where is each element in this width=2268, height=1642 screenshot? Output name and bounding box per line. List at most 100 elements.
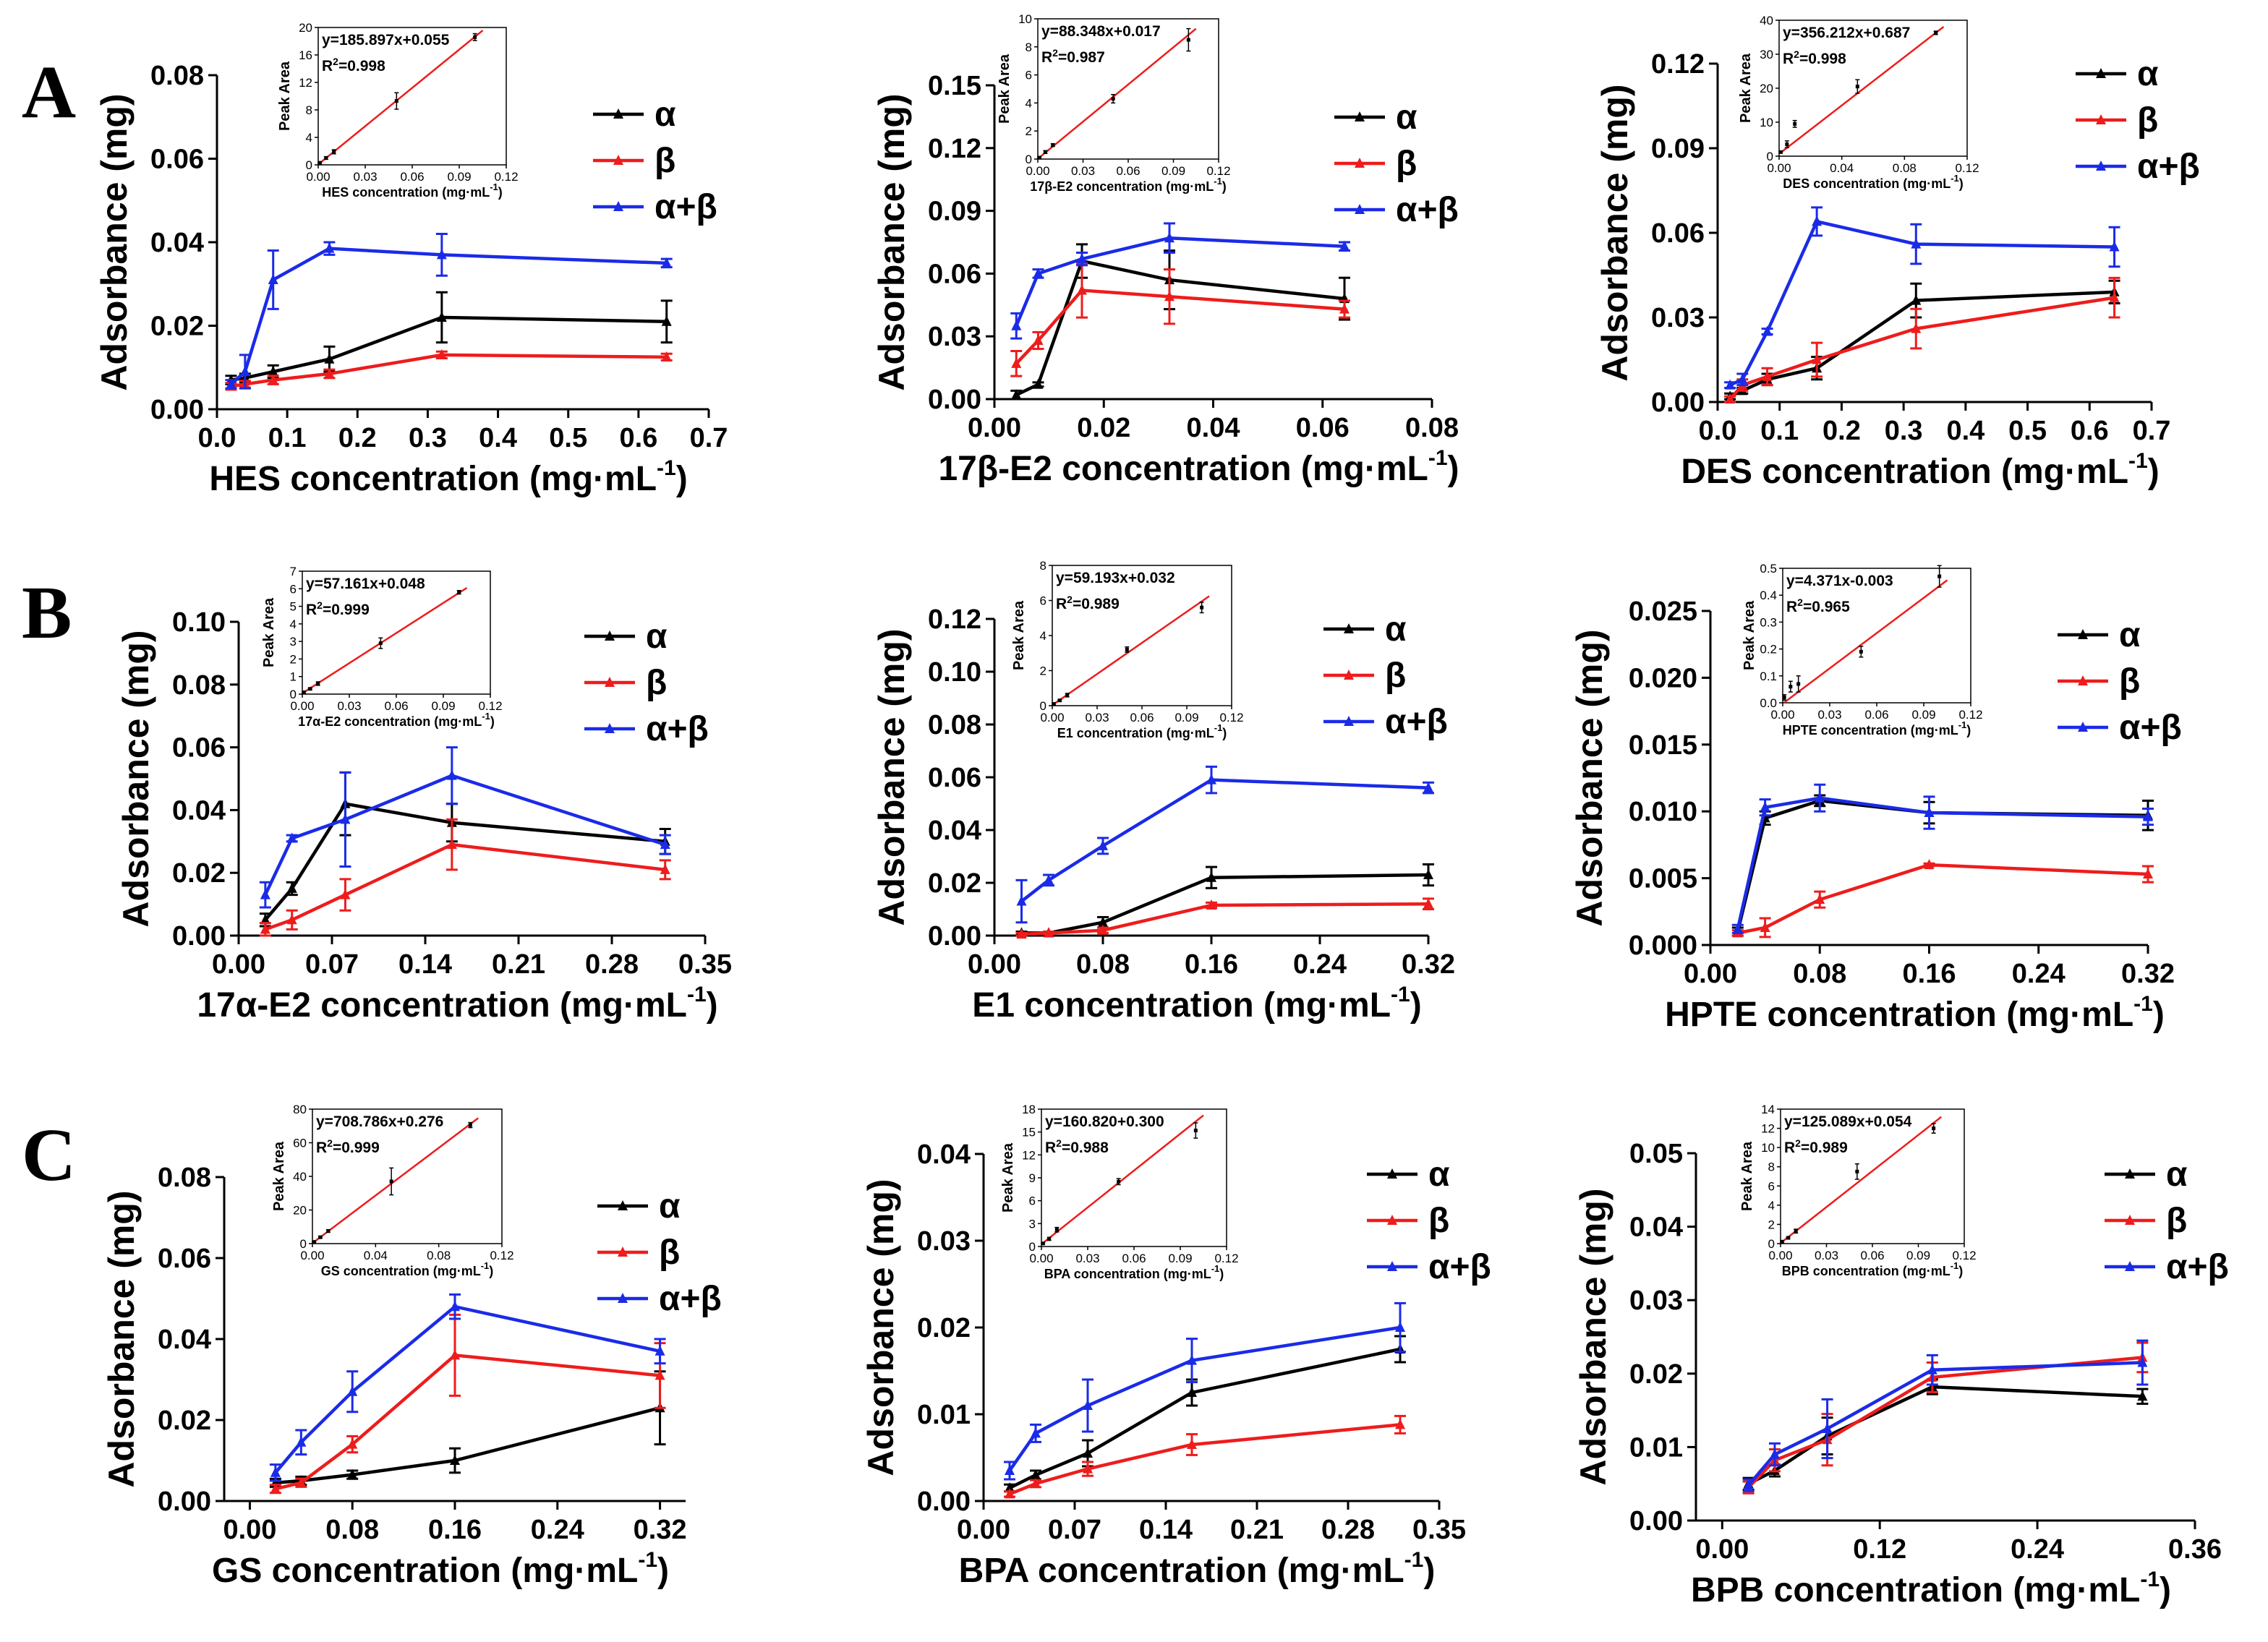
legend: αβ α+β [584, 617, 709, 748]
inset-x-tick-label: 0.08 [1893, 161, 1917, 175]
legend-marker [1387, 1168, 1397, 1179]
legend-marker [605, 630, 615, 641]
inset-data-point [1047, 1236, 1052, 1241]
inset-fit-line [313, 1117, 479, 1243]
inset-data-point [1932, 1126, 1936, 1131]
x-axis-label: BPA concentration (mg·mL-1) [959, 1548, 1436, 1590]
y-tick-label: 0.15 [928, 71, 981, 101]
inset-y-tick-label: 60 [293, 1137, 307, 1150]
data-point [1924, 807, 1935, 818]
y-tick-label: 0.02 [928, 868, 981, 899]
data-point [1206, 871, 1216, 882]
inset-y-tick-label: 0 [1040, 699, 1046, 713]
data-point [260, 889, 270, 899]
x-tick-label: 0.00 [212, 949, 265, 980]
data-point [655, 1369, 665, 1380]
legend-label: α [2166, 1155, 2188, 1194]
y-tick-label: 0.06 [158, 1244, 211, 1274]
y-tick-label: 0.10 [928, 657, 981, 688]
inset-y-tick-label: 9 [1029, 1171, 1036, 1185]
legend-marker [2125, 1168, 2135, 1179]
y-tick-label: 0.04 [928, 816, 981, 846]
legend-label: β [659, 1233, 680, 1272]
x-tick-label: 0.35 [1412, 1515, 1466, 1545]
legend-marker [2096, 161, 2106, 171]
series-line-2 [1015, 288, 1345, 365]
inset-y-axis-label: Peak Area [1739, 1141, 1755, 1211]
inset-data-point [1193, 1129, 1198, 1133]
inset-equation: y=708.786x+0.276 [316, 1113, 443, 1130]
y-tick-label: 0.02 [158, 1406, 211, 1436]
inset-x-tick-label: 0.12 [1214, 1252, 1238, 1265]
inset-y-tick-label: 0.1 [1760, 670, 1777, 683]
y-tick-label: 0.06 [928, 763, 981, 793]
inset-x-tick-label: 0.06 [1116, 164, 1140, 178]
inset-fit-line [1053, 595, 1210, 705]
x-tick-label: 0.1 [1760, 416, 1799, 446]
calibration-inset: 0.00 0.03 0.06 0.09 0.12 0 4 8 12 16 20 HES concent… [277, 21, 519, 200]
legend-label: β [1385, 657, 1406, 695]
data-point [286, 914, 297, 925]
legend-marker [2078, 629, 2088, 639]
y-tick-label: 0.04 [172, 795, 226, 826]
x-tick-label: 0.08 [1793, 959, 1846, 989]
inset-y-tick-label: 2 [1026, 124, 1032, 138]
inset-data-point [1117, 1179, 1121, 1184]
data-point [296, 1476, 307, 1487]
inset-y-tick-label: 2 [1040, 664, 1046, 678]
inset-data-point [1200, 605, 1204, 610]
legend-marker [2078, 722, 2088, 732]
data-point [324, 367, 335, 378]
x-tick-label: 0.00 [1684, 959, 1737, 989]
legend-marker [1355, 111, 1365, 121]
series-line-1 [1015, 259, 1345, 397]
data-point [1033, 334, 1044, 345]
data-point [1016, 928, 1027, 939]
inset-y-tick-label: 2 [1768, 1218, 1775, 1231]
x-tick-label: 0.06 [1296, 413, 1350, 443]
legend: αβ α+β [2105, 1155, 2229, 1286]
inset-r-squared: R2=0.988 [1045, 1137, 1109, 1156]
inset-x-tick-label: 0.12 [1952, 1249, 1976, 1262]
inset-data-point [457, 590, 461, 594]
x-tick-label: 0.14 [398, 949, 452, 980]
inset-x-axis-label: BPB concentration (mg·mL-1) [1782, 1260, 1964, 1278]
data-point [661, 351, 672, 362]
inset-y-axis-label: Peak Area [261, 597, 277, 667]
inset-data-point [473, 35, 477, 39]
legend-marker [605, 677, 615, 687]
y-tick-label: 0.025 [1629, 596, 1697, 627]
data-point [1339, 240, 1350, 251]
y-tick-label: 0.04 [158, 1325, 211, 1355]
inset-frame [1037, 18, 1219, 160]
data-point [1005, 1465, 1015, 1475]
data-point [1339, 303, 1350, 314]
legend: αβ α+β [597, 1187, 722, 1318]
y-tick-label: 0.06 [172, 733, 226, 764]
y-tick-label: 0.08 [928, 710, 981, 740]
data-point [1031, 1478, 1041, 1488]
inset-data-point [1778, 150, 1783, 154]
inset-data-point [389, 1179, 393, 1184]
y-tick-label: 0.10 [172, 607, 226, 638]
y-tick-label: 0.06 [928, 259, 981, 289]
y-tick-label: 0.010 [1629, 797, 1697, 827]
data-point [1812, 215, 1822, 226]
inset-y-tick-label: 5 [290, 600, 297, 614]
data-point [2109, 241, 2120, 252]
data-point [1743, 1479, 1754, 1490]
data-point [1031, 1427, 1041, 1438]
y-tick-label: 0.12 [1651, 49, 1705, 80]
data-point [1732, 923, 1743, 933]
series-line-2 [1747, 1356, 2143, 1489]
inset-data-point [326, 1229, 331, 1233]
inset-data-point [1051, 143, 1055, 147]
inset-data-point [308, 687, 312, 691]
x-tick-label: 0.4 [1946, 416, 1984, 446]
data-point [347, 1468, 358, 1479]
inset-y-tick-label: 20 [1760, 82, 1773, 95]
data-point [1395, 1419, 1405, 1429]
chart-1: 0.0 0.1 0.2 0.3 0.4 0.5 0.6 0.7 0.00 0.02 0.04 0.06… [94, 21, 728, 498]
inset-r-squared: R2=0.999 [306, 599, 370, 618]
inset-data-point [1937, 574, 1942, 578]
